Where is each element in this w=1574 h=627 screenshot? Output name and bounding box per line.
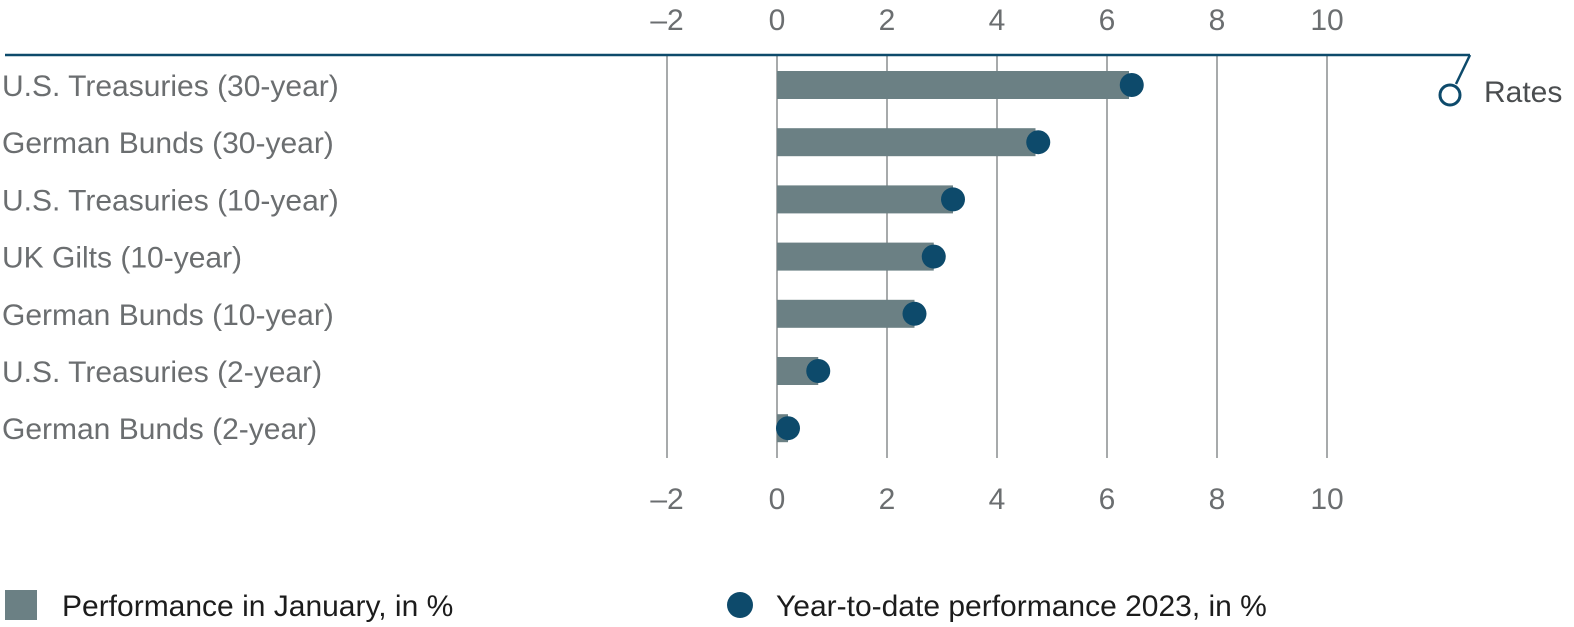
bar [777, 242, 934, 271]
x-tick-label-bottom: –2 [650, 483, 683, 516]
x-tick-label-top: 10 [1310, 4, 1343, 37]
x-tick-label-bottom: 6 [1099, 483, 1116, 516]
x-tick-label-bottom: 4 [989, 483, 1006, 516]
category-label: U.S. Treasuries (30-year) [2, 70, 339, 103]
bar [777, 299, 915, 328]
bar [777, 71, 1129, 99]
dot-marker [1119, 73, 1144, 97]
category-label: German Bunds (10-year) [2, 299, 334, 332]
dot-marker [776, 416, 800, 441]
x-tick-label-top: 4 [989, 4, 1006, 37]
legend-bar-swatch [5, 590, 37, 620]
x-tick-label-bottom: 10 [1310, 483, 1343, 516]
legend-dot-swatch [727, 592, 753, 618]
x-tick-label-top: 6 [1099, 4, 1116, 37]
dot-marker [921, 244, 946, 269]
dot-marker [902, 301, 927, 326]
category-labels: U.S. Treasuries (30-year) German Bunds (3… [2, 70, 339, 446]
x-tick-label-top: 2 [879, 4, 896, 37]
bar [777, 185, 953, 214]
category-label: U.S. Treasuries (2-year) [2, 356, 322, 389]
legend-dot-label: Year-to-date performance 2023, in % [776, 590, 1267, 623]
x-tick-label-top: –2 [650, 4, 683, 37]
legend: Performance in January, in % Year-to-dat… [5, 590, 1267, 623]
dot-series [776, 73, 1144, 441]
tag-stem [1454, 54, 1472, 85]
category-label: German Bunds (2-year) [2, 413, 317, 446]
dot-marker [806, 359, 831, 383]
x-tick-label-top: 0 [769, 4, 786, 37]
bottom-tick-labels: –2 0 2 4 6 8 10 [650, 483, 1343, 516]
category-label: German Bunds (30-year) [2, 127, 334, 160]
x-tick-label-bottom: 0 [769, 483, 786, 516]
x-tick-label-top: 8 [1209, 4, 1226, 37]
legend-bar-label: Performance in January, in % [62, 590, 453, 623]
category-label: U.S. Treasuries (10-year) [2, 184, 339, 217]
x-tick-label-bottom: 2 [879, 483, 896, 516]
tag-ring-icon [1438, 83, 1462, 107]
grid-lines [666, 55, 1328, 458]
category-label: UK Gilts (10-year) [2, 242, 242, 275]
rates-tag: Rates [1438, 54, 1562, 109]
dot-marker [1026, 130, 1051, 155]
x-tick-label-bottom: 8 [1209, 483, 1226, 516]
dot-marker [941, 187, 965, 212]
top-tick-labels: –2 0 2 4 6 8 10 [650, 4, 1343, 37]
tag-label: Rates [1484, 76, 1562, 109]
bar [777, 128, 1036, 157]
bar-series [777, 71, 1129, 443]
